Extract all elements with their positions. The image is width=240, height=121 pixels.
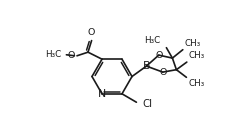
- Text: O: O: [155, 51, 162, 60]
- Text: O: O: [88, 28, 95, 37]
- Text: CH₃: CH₃: [189, 52, 205, 60]
- Text: CH₃: CH₃: [185, 39, 201, 48]
- Text: H₃C: H₃C: [46, 50, 62, 59]
- Text: O: O: [159, 68, 167, 77]
- Text: N: N: [98, 89, 106, 99]
- Text: CH₃: CH₃: [188, 79, 205, 88]
- Text: O: O: [67, 51, 74, 60]
- Text: B: B: [143, 61, 150, 71]
- Text: Cl: Cl: [143, 99, 153, 109]
- Text: H₃C: H₃C: [144, 36, 161, 45]
